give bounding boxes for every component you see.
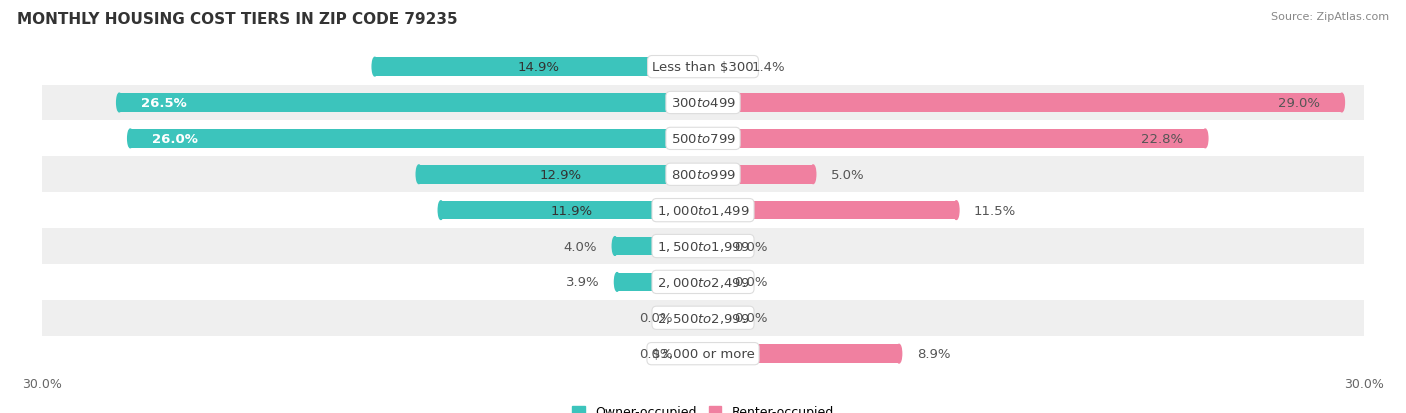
Bar [690,344,703,363]
Text: 0.0%: 0.0% [734,240,768,253]
Bar [703,344,898,363]
Text: $2,000 to $2,499: $2,000 to $2,499 [657,275,749,289]
Text: 26.0%: 26.0% [152,133,198,145]
Text: $800 to $999: $800 to $999 [671,169,735,181]
Bar [131,130,703,148]
Ellipse shape [688,309,692,328]
Bar [703,94,1341,113]
Bar [120,94,703,113]
Bar [617,273,703,292]
Text: 14.9%: 14.9% [517,61,560,74]
Ellipse shape [897,344,901,363]
Text: 22.8%: 22.8% [1142,133,1184,145]
Text: $3,000 or more: $3,000 or more [651,347,755,360]
Ellipse shape [1339,94,1344,113]
Text: 8.9%: 8.9% [917,347,950,360]
Text: 4.0%: 4.0% [564,240,598,253]
Bar [703,237,716,256]
Text: 5.0%: 5.0% [831,169,865,181]
Ellipse shape [714,273,718,292]
Bar [42,264,1364,300]
Ellipse shape [688,344,692,363]
Text: 26.5%: 26.5% [141,97,187,110]
Text: 12.9%: 12.9% [540,169,582,181]
Text: $300 to $499: $300 to $499 [671,97,735,110]
Bar [42,193,1364,228]
Ellipse shape [714,309,718,328]
Bar [690,309,703,328]
Text: $500 to $799: $500 to $799 [671,133,735,145]
Text: $1,000 to $1,499: $1,000 to $1,499 [657,204,749,218]
Bar [42,50,1364,85]
Bar [42,300,1364,336]
Text: $2,500 to $2,999: $2,500 to $2,999 [657,311,749,325]
Ellipse shape [128,130,134,148]
Ellipse shape [117,94,122,113]
Text: 29.0%: 29.0% [1278,97,1320,110]
Bar [614,237,703,256]
Bar [703,309,716,328]
Text: 0.0%: 0.0% [734,276,768,289]
Legend: Owner-occupied, Renter-occupied: Owner-occupied, Renter-occupied [568,401,838,413]
Text: 0.0%: 0.0% [734,311,768,325]
Text: 11.5%: 11.5% [974,204,1017,217]
Ellipse shape [614,273,620,292]
Ellipse shape [731,58,737,77]
Ellipse shape [612,237,617,256]
Bar [703,166,813,184]
Bar [703,273,716,292]
Bar [375,58,703,77]
Text: 0.0%: 0.0% [638,311,672,325]
Ellipse shape [373,58,377,77]
Ellipse shape [953,201,959,220]
Text: 3.9%: 3.9% [565,276,599,289]
Bar [441,201,703,220]
Ellipse shape [714,237,718,256]
Bar [703,130,1205,148]
Bar [42,85,1364,121]
Bar [42,157,1364,193]
Ellipse shape [439,201,443,220]
Text: Source: ZipAtlas.com: Source: ZipAtlas.com [1271,12,1389,22]
Ellipse shape [810,166,815,184]
Bar [703,201,956,220]
Text: 1.4%: 1.4% [751,61,785,74]
Bar [42,336,1364,372]
Text: 0.0%: 0.0% [638,347,672,360]
Text: Less than $300: Less than $300 [652,61,754,74]
Ellipse shape [1202,130,1208,148]
Bar [42,121,1364,157]
Bar [703,58,734,77]
Text: $1,500 to $1,999: $1,500 to $1,999 [657,240,749,254]
Text: MONTHLY HOUSING COST TIERS IN ZIP CODE 79235: MONTHLY HOUSING COST TIERS IN ZIP CODE 7… [17,12,457,27]
Bar [42,228,1364,264]
Ellipse shape [416,166,422,184]
Text: 11.9%: 11.9% [551,204,593,217]
Bar [419,166,703,184]
